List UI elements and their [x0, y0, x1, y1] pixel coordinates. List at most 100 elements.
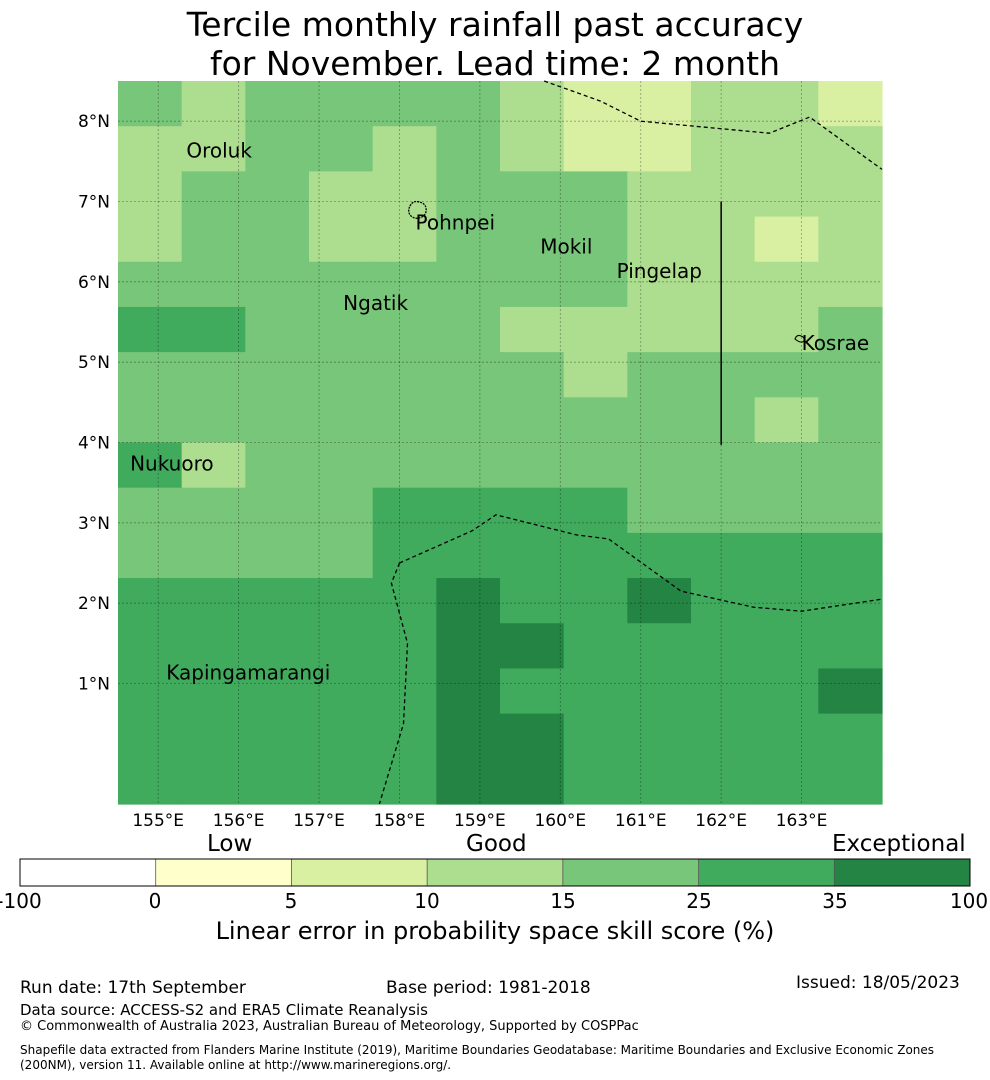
place-label: Kapingamarangi: [166, 660, 330, 684]
colorbar-segment: [834, 859, 970, 886]
skill-cell: [118, 442, 183, 489]
skill-cell: [754, 668, 819, 715]
skill-cell: [181, 442, 246, 489]
colorbar-segment: [427, 859, 563, 886]
colorbar-tick: -100: [0, 889, 42, 913]
place-labels: Oroluk Pohnpei Mokil Pingelap Ngatik Kosrae Nu…: [130, 138, 869, 684]
latitude-tick-label: 2°N: [78, 594, 110, 614]
skill-cell: [245, 216, 310, 263]
skill-cell: [691, 216, 756, 263]
skill-cell: [691, 352, 756, 398]
shapefile-credit-line2: (200NM), version 11. Available online at…: [20, 1058, 452, 1072]
category-exceptional: Exceptional: [832, 831, 966, 857]
latitude-tick-label: 1°N: [78, 675, 110, 695]
skill-cell: [627, 171, 692, 218]
grid-cells: [118, 81, 883, 805]
skill-cell: [818, 713, 883, 760]
longitude-tick-label: 155°E: [132, 811, 184, 831]
skill-cell: [818, 261, 883, 308]
skill-cell: [181, 81, 246, 127]
place-label: Pingelap: [617, 259, 702, 283]
place-label: Mokil: [540, 235, 592, 259]
skill-cell: [372, 126, 437, 172]
skill-cell: [754, 487, 819, 534]
skill-cell: [245, 668, 310, 715]
skill-cell: [627, 261, 692, 308]
skill-cell: [754, 397, 819, 444]
skill-cell: [372, 306, 437, 353]
skill-cell: [436, 216, 501, 263]
skill-cell: [563, 352, 628, 398]
skill-cell: [181, 397, 246, 444]
skill-cell: [181, 261, 246, 308]
skill-cell: [245, 397, 310, 444]
shapefile-credit-line1: Shapefile data extracted from Flanders M…: [20, 1043, 935, 1057]
skill-cell: [436, 126, 501, 172]
skill-cell: [309, 171, 374, 218]
skill-cell: [118, 216, 183, 263]
skill-cell: [181, 532, 246, 579]
skill-cell: [627, 623, 692, 670]
place-label: Pohnpei: [416, 211, 496, 235]
skill-cell: [500, 623, 565, 670]
skill-cell: [309, 306, 374, 353]
place-label: Kosrae: [802, 331, 870, 355]
skill-cell: [691, 397, 756, 444]
skill-cell: [372, 578, 437, 624]
skill-cell: [691, 623, 756, 670]
skill-cell: [500, 81, 565, 127]
skill-cell: [436, 306, 501, 353]
skill-cell: [181, 352, 246, 398]
skill-cell: [118, 623, 183, 670]
skill-cell: [818, 352, 883, 398]
skill-cell: [754, 216, 819, 263]
skill-cell: [500, 126, 565, 172]
colorbar-tick: 0: [148, 889, 162, 913]
longitude-tick-label: 156°E: [213, 811, 265, 831]
colorbar-tick: 15: [550, 889, 576, 913]
skill-cell: [245, 713, 310, 760]
skill-cell: [563, 81, 628, 127]
skill-cell: [436, 352, 501, 398]
skill-cell: [754, 126, 819, 172]
place-label: Oroluk: [186, 138, 252, 162]
skill-cell: [309, 758, 374, 805]
skill-cell: [754, 623, 819, 670]
skill-cell: [754, 442, 819, 489]
eez-boundary-line: [378, 562, 409, 805]
skill-cell: [500, 261, 565, 308]
skill-cell: [372, 261, 437, 308]
skill-cell: [245, 126, 310, 172]
place-label: Ngatik: [343, 291, 408, 315]
skill-cell: [563, 306, 628, 353]
skill-cell: [563, 532, 628, 579]
skill-cell: [118, 306, 183, 353]
skill-cell: [691, 668, 756, 715]
colorbar-tick: 35: [822, 889, 848, 913]
skill-cell: [436, 81, 501, 127]
skill-cell: [118, 171, 183, 218]
pohnpei-outline: [408, 200, 427, 219]
skill-cell: [691, 442, 756, 489]
skill-cell: [754, 306, 819, 353]
skill-cell: [691, 126, 756, 172]
skill-cell: [563, 578, 628, 624]
skill-cell: [500, 487, 565, 534]
skill-cell: [691, 306, 756, 353]
skill-cell: [691, 171, 756, 218]
skill-cell: [563, 126, 628, 172]
skill-cell: [563, 442, 628, 489]
skill-cell: [181, 306, 246, 353]
colorbar-tick: 5: [284, 889, 298, 913]
skill-cell: [500, 171, 565, 218]
latitude-tick-label: 3°N: [78, 514, 110, 534]
longitude-tick-label: 159°E: [454, 811, 506, 831]
skill-cell: [818, 397, 883, 444]
skill-cell: [754, 261, 819, 308]
latitude-tick-label: 6°N: [78, 273, 110, 293]
skill-cell: [754, 578, 819, 624]
skill-cell: [500, 442, 565, 489]
skill-cell: [372, 216, 437, 263]
colorbar-label: Linear error in probability space skill …: [215, 917, 775, 945]
skill-cell: [754, 81, 819, 127]
